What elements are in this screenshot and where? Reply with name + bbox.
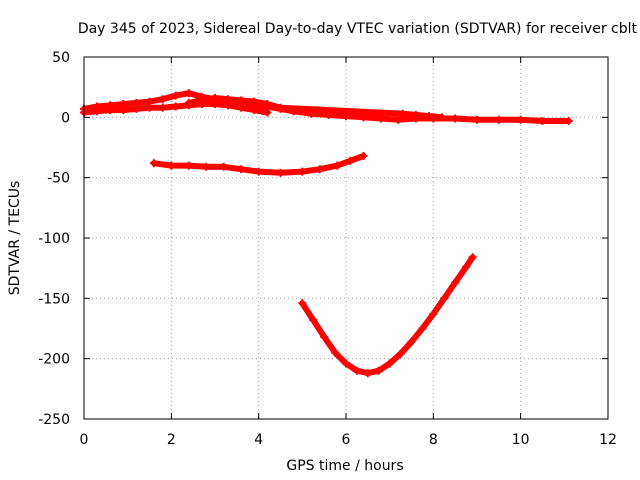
y-tick-label: 50 xyxy=(52,50,70,66)
data-point xyxy=(145,103,154,112)
series-trace xyxy=(299,254,476,377)
data-point xyxy=(224,95,233,104)
data-point xyxy=(320,332,329,341)
data-point xyxy=(385,359,394,368)
data-point xyxy=(462,262,471,271)
data-point xyxy=(407,337,416,346)
series-group xyxy=(298,253,477,378)
data-point xyxy=(394,115,403,124)
data-point xyxy=(429,310,438,319)
data-point xyxy=(158,95,167,104)
x-tick-label: 6 xyxy=(342,432,351,448)
data-point xyxy=(346,156,355,165)
x-tick-label: 8 xyxy=(429,432,438,448)
x-tick-label: 4 xyxy=(254,432,263,448)
data-point xyxy=(396,349,405,358)
data-point xyxy=(171,102,180,111)
data-point xyxy=(424,112,433,121)
data-point xyxy=(254,167,263,176)
data-point xyxy=(132,104,141,113)
data-point xyxy=(298,299,307,308)
data-point xyxy=(411,110,420,119)
y-tick-label: 0 xyxy=(61,110,70,126)
chart-title: Day 345 of 2023, Sidereal Day-to-day VTE… xyxy=(78,21,638,37)
y-tick-label: -100 xyxy=(38,231,70,247)
data-point xyxy=(363,369,372,378)
data-point xyxy=(93,107,102,116)
data-point xyxy=(250,97,259,106)
y-tick-label: -150 xyxy=(38,291,70,307)
data-point xyxy=(119,106,128,115)
series-group xyxy=(149,151,368,177)
x-axis-label: GPS time / hours xyxy=(286,458,403,474)
x-tick-label: 12 xyxy=(599,432,617,448)
data-point xyxy=(438,113,447,122)
data-point xyxy=(158,103,167,112)
data-point xyxy=(494,115,503,124)
data-point xyxy=(219,162,228,171)
data-point xyxy=(564,116,573,125)
data-point xyxy=(184,161,193,170)
data-point xyxy=(276,168,285,177)
data-point xyxy=(298,167,307,176)
x-tick-label: 2 xyxy=(167,432,176,448)
x-tick-label: 10 xyxy=(512,432,530,448)
data-series xyxy=(80,89,573,378)
data-point xyxy=(359,151,368,160)
data-point xyxy=(468,253,477,262)
axis-ticks: 0 2 4 6 8 10 12 50 0 -50 -100 -150 -200 -250 xyxy=(38,50,617,448)
data-point xyxy=(516,115,525,124)
data-point xyxy=(352,366,361,375)
data-point xyxy=(315,165,324,174)
data-point xyxy=(250,106,259,115)
data-point xyxy=(237,165,246,174)
data-point xyxy=(333,161,342,170)
data-point xyxy=(440,294,449,303)
data-point xyxy=(184,89,193,98)
data-point xyxy=(237,103,246,112)
data-point xyxy=(473,115,481,124)
data-point xyxy=(237,96,246,105)
data-point xyxy=(263,100,272,109)
data-point xyxy=(451,114,460,123)
data-point xyxy=(106,106,115,115)
y-tick-label: -50 xyxy=(47,171,70,187)
data-point xyxy=(376,114,385,123)
data-point xyxy=(418,324,427,333)
y-tick-label: -200 xyxy=(38,352,70,368)
data-point xyxy=(451,278,460,287)
data-point xyxy=(342,359,350,368)
data-point xyxy=(309,316,318,325)
data-point xyxy=(171,91,180,100)
data-point xyxy=(331,348,340,357)
x-tick-label: 0 xyxy=(80,432,89,448)
data-point xyxy=(197,96,206,105)
data-point xyxy=(184,98,193,107)
plot-frame xyxy=(83,56,609,420)
series-group xyxy=(80,100,272,117)
y-axis-label: SDTVAR / TECUs xyxy=(7,181,23,296)
y-tick-label: -250 xyxy=(38,412,70,428)
data-point xyxy=(538,116,547,125)
data-point xyxy=(211,94,219,103)
data-point xyxy=(263,108,272,117)
data-point xyxy=(276,103,285,112)
data-point xyxy=(149,159,158,168)
data-point xyxy=(398,109,407,118)
series-group xyxy=(184,94,447,122)
data-point xyxy=(202,162,211,171)
data-point xyxy=(167,161,176,170)
data-point xyxy=(374,366,383,375)
